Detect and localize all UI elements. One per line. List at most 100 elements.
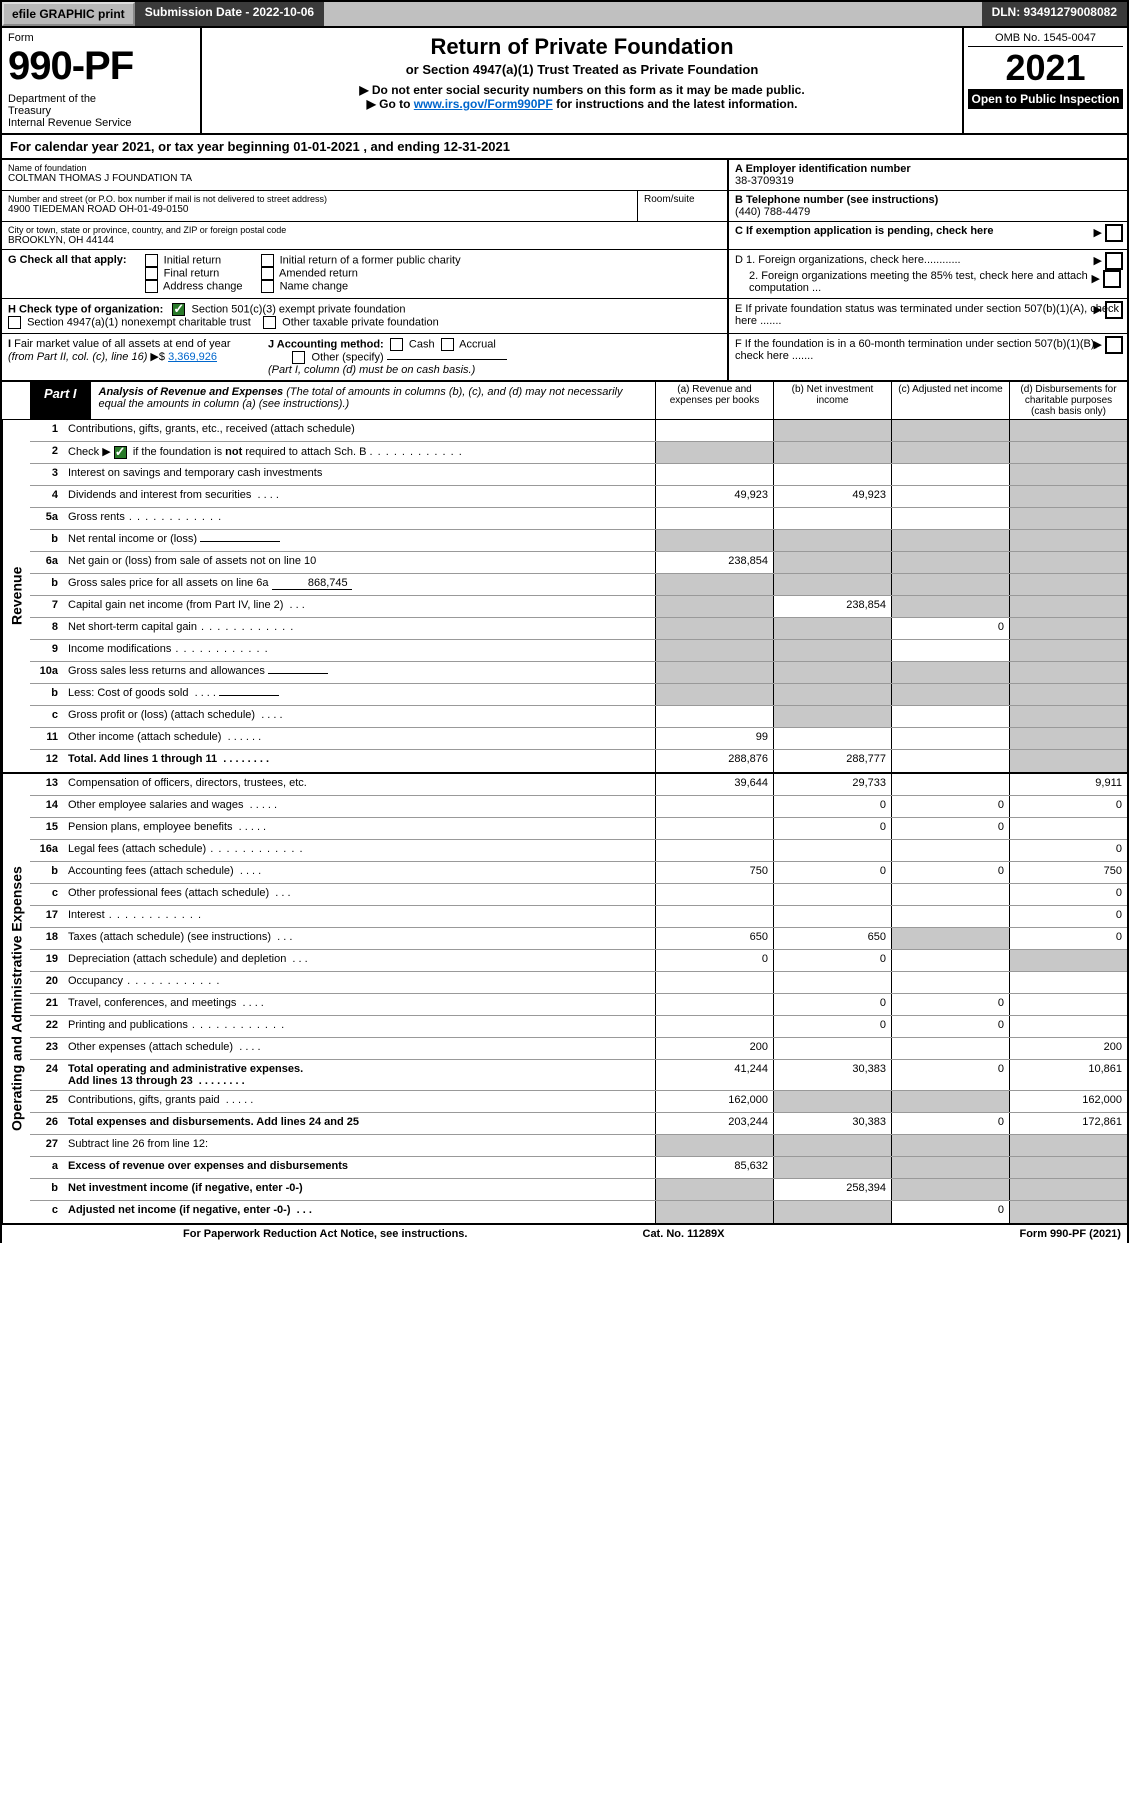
col-b-header: (b) Net investment income (773, 382, 891, 419)
top-bar: efile GRAPHIC print Submission Date - 20… (0, 0, 1129, 28)
city-value: BROOKLYN, OH 44144 (8, 235, 721, 246)
expenses-section: Operating and Administrative Expenses 13… (0, 774, 1129, 1225)
part1-label: Part I (30, 382, 91, 419)
col-c-header: (c) Adjusted net income (891, 382, 1009, 419)
row-4: Dividends and interest from securities .… (64, 486, 655, 507)
calendar-year-row: For calendar year 2021, or tax year begi… (0, 135, 1129, 160)
form-year-block: OMB No. 1545-0047 2021 Open to Public In… (962, 28, 1127, 133)
row-19: Depreciation (attach schedule) and deple… (64, 950, 655, 971)
footer-row: For Paperwork Reduction Act Notice, see … (0, 1225, 1129, 1243)
row-11: Other income (attach schedule) . . . . .… (64, 728, 655, 749)
g-d-row: G Check all that apply: Initial return F… (0, 250, 1129, 299)
city-c-row: City or town, state or province, country… (0, 222, 1129, 250)
tax-year: 2021 (968, 47, 1123, 89)
row-25: Contributions, gifts, grants paid . . . … (64, 1091, 655, 1112)
checkbox-4947[interactable] (8, 316, 21, 329)
fmv-link[interactable]: 3,369,926 (168, 351, 217, 363)
ein-label: A Employer identification number (735, 163, 1121, 175)
row-27: Subtract line 26 from line 12: (64, 1135, 655, 1156)
row-10a: Gross sales less returns and allowances (64, 662, 655, 683)
paperwork-notice: For Paperwork Reduction Act Notice, see … (183, 1228, 467, 1240)
h-label: H Check type of organization: (8, 303, 163, 315)
form-number: 990-PF (8, 44, 194, 89)
row-15: Pension plans, employee benefits . . . .… (64, 818, 655, 839)
open-inspection: Open to Public Inspection (968, 89, 1123, 109)
checkbox-initial[interactable] (145, 254, 158, 267)
exempt-c: C If exemption application is pending, c… (735, 225, 994, 237)
col-a-header: (a) Revenue and expenses per books (655, 382, 773, 419)
efile-print-button[interactable]: efile GRAPHIC print (2, 2, 135, 26)
foundation-name: COLTMAN THOMAS J FOUNDATION TA (8, 173, 721, 184)
row-23: Other expenses (attach schedule) . . . . (64, 1038, 655, 1059)
checkbox-d1[interactable] (1105, 252, 1123, 270)
g-label: G Check all that apply: (8, 254, 127, 266)
row-21: Travel, conferences, and meetings . . . … (64, 994, 655, 1015)
i-label: I (8, 338, 11, 350)
row-26: Total expenses and disbursements. Add li… (64, 1113, 655, 1134)
row-22: Printing and publications (64, 1016, 655, 1037)
dln-label: DLN: 93491279008082 (982, 2, 1127, 26)
checkbox-schb[interactable] (114, 446, 127, 459)
dept-treasury: Department of theTreasuryInternal Revenu… (8, 93, 194, 129)
addr-label: Number and street (or P.O. box number if… (8, 194, 631, 204)
revenue-section: Revenue 1Contributions, gifts, grants, e… (0, 420, 1129, 774)
row-16c: Other professional fees (attach schedule… (64, 884, 655, 905)
checkbox-accrual[interactable] (441, 338, 454, 351)
expenses-side-label: Operating and Administrative Expenses (2, 774, 30, 1223)
checkbox-amended[interactable] (261, 267, 274, 280)
f-label: F If the foundation is in a 60-month ter… (735, 338, 1098, 362)
row-27a: Excess of revenue over expenses and disb… (64, 1157, 655, 1178)
submission-date: Submission Date - 2022-10-06 (135, 2, 324, 26)
part1-header-row: Part I Analysis of Revenue and Expenses … (0, 382, 1129, 420)
checkbox-name-change[interactable] (261, 280, 274, 293)
checkbox-501c3[interactable] (172, 303, 185, 316)
ein-value: 38-3709319 (735, 175, 1121, 187)
checkbox-cash[interactable] (390, 338, 403, 351)
checkbox-e[interactable] (1105, 301, 1123, 319)
row-24: Total operating and administrative expen… (64, 1060, 655, 1090)
checkbox-addr-change[interactable] (145, 280, 158, 293)
part1-title: Analysis of Revenue and Expenses (99, 386, 284, 398)
h-e-row: H Check type of organization: Section 50… (0, 299, 1129, 334)
irs-link[interactable]: www.irs.gov/Form990PF (414, 97, 553, 111)
form-number-block: Form 990-PF Department of theTreasuryInt… (2, 28, 202, 133)
d2-label: 2. Foreign organizations meeting the 85%… (749, 270, 1088, 294)
form-title: Return of Private Foundation (212, 34, 952, 60)
ijf-row: I Fair market value of all assets at end… (0, 334, 1129, 382)
row-10b: Less: Cost of goods sold . . . . (64, 684, 655, 705)
form-note-1: ▶ Do not enter social security numbers o… (212, 83, 952, 97)
checkbox-final[interactable] (145, 267, 158, 280)
row-12: Total. Add lines 1 through 11 . . . . . … (64, 750, 655, 772)
j-note: (Part I, column (d) must be on cash basi… (268, 364, 475, 376)
checkbox-other-taxable[interactable] (263, 316, 276, 329)
addr-phone-row: Number and street (or P.O. box number if… (0, 191, 1129, 222)
row-9: Income modifications (64, 640, 655, 661)
row-27b: Net investment income (if negative, ente… (64, 1179, 655, 1200)
cat-no: Cat. No. 11289X (643, 1228, 725, 1240)
row-6b: Gross sales price for all assets on line… (64, 574, 655, 595)
row-5b: Net rental income or (loss) (64, 530, 655, 551)
form-page-ref: Form 990-PF (2021) (1019, 1228, 1121, 1240)
j-label: J Accounting method: (268, 338, 384, 350)
checkbox-other-method[interactable] (292, 351, 305, 364)
row-16a: Legal fees (attach schedule) (64, 840, 655, 861)
city-label: City or town, state or province, country… (8, 225, 721, 235)
checkbox-d2[interactable] (1103, 270, 1121, 288)
revenue-side-label: Revenue (2, 420, 30, 772)
row-6a: Net gain or (loss) from sale of assets n… (64, 552, 655, 573)
omb-number: OMB No. 1545-0047 (968, 30, 1123, 47)
row-14: Other employee salaries and wages . . . … (64, 796, 655, 817)
checkbox-c[interactable] (1105, 224, 1123, 242)
checkbox-initial-former[interactable] (261, 254, 274, 267)
row-2: Check ▶ if the foundation is not require… (64, 442, 655, 463)
d1-label: D 1. Foreign organizations, check here..… (735, 254, 961, 266)
phone-label: B Telephone number (see instructions) (735, 194, 1121, 206)
e-label: E If private foundation status was termi… (735, 303, 1119, 327)
checkbox-f[interactable] (1105, 336, 1123, 354)
row-3: Interest on savings and temporary cash i… (64, 464, 655, 485)
row-20: Occupancy (64, 972, 655, 993)
row-8: Net short-term capital gain (64, 618, 655, 639)
addr-value: 4900 TIEDEMAN ROAD OH-01-49-0150 (8, 204, 631, 215)
form-header: Form 990-PF Department of theTreasuryInt… (0, 28, 1129, 135)
row-13: Compensation of officers, directors, tru… (64, 774, 655, 795)
